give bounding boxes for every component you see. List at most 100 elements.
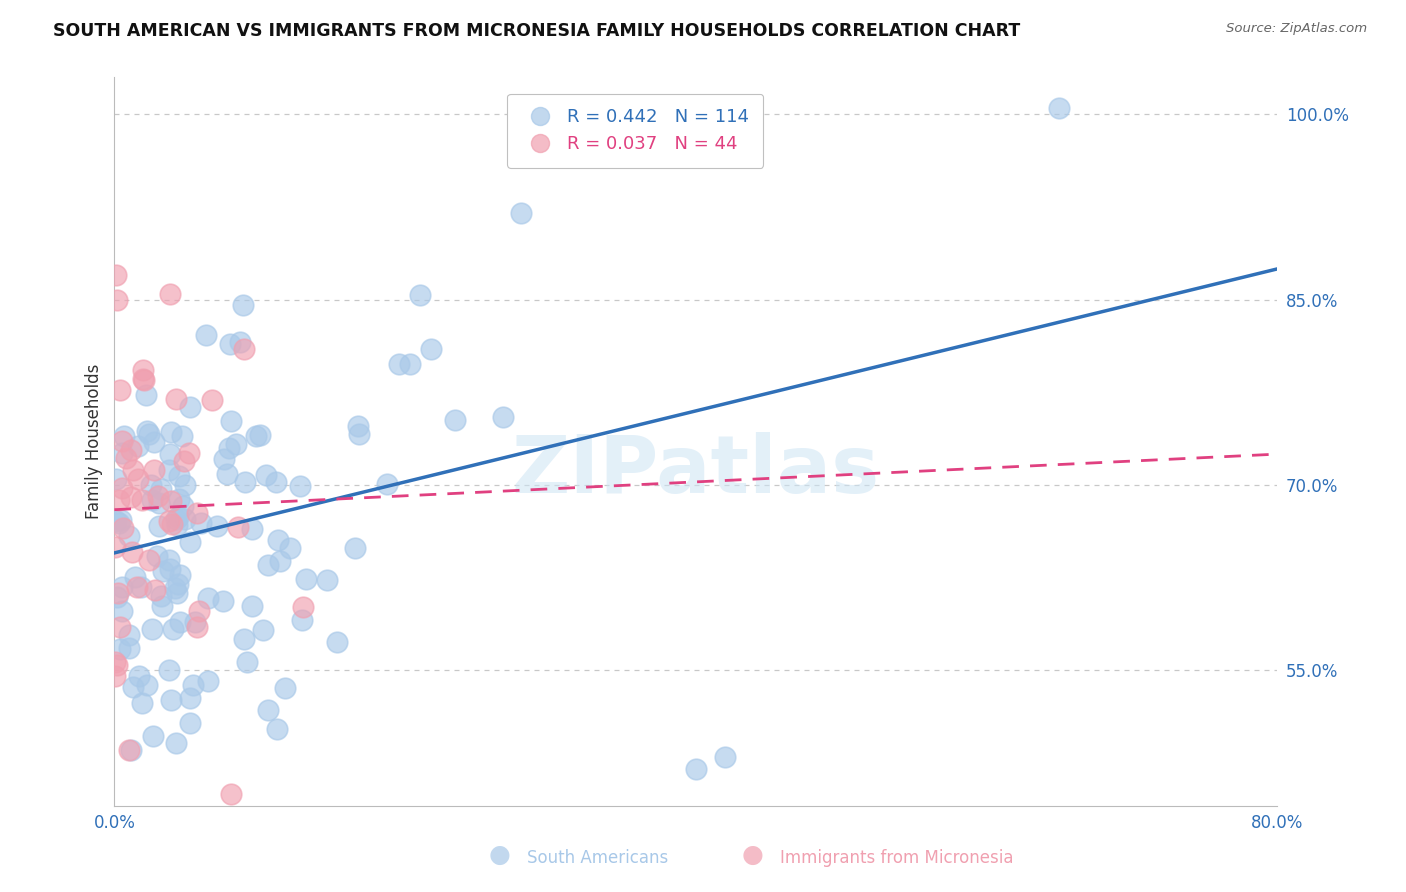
Point <box>166 510 188 524</box>
Point <box>375 477 398 491</box>
Point <box>228 520 250 534</box>
Point <box>184 615 207 629</box>
Point <box>188 603 211 617</box>
Point <box>149 589 172 603</box>
Point <box>120 742 142 756</box>
Point <box>139 478 162 492</box>
Point <box>291 613 314 627</box>
Point <box>267 533 290 547</box>
Y-axis label: Family Households: Family Households <box>86 364 103 519</box>
Point <box>159 447 181 461</box>
Text: ZIPatlas: ZIPatlas <box>512 432 880 510</box>
Point <box>104 656 127 670</box>
Point <box>174 512 197 526</box>
Point <box>108 383 131 397</box>
Point <box>141 623 163 637</box>
Point <box>256 703 278 717</box>
Point <box>398 357 420 371</box>
Point <box>146 489 169 503</box>
Point <box>232 298 254 312</box>
Legend: R = 0.442   N = 114, R = 0.037   N = 44: R = 0.442 N = 114, R = 0.037 N = 44 <box>508 94 763 168</box>
Point <box>179 535 201 549</box>
Point <box>219 337 242 351</box>
Point <box>408 288 430 302</box>
Point <box>169 567 191 582</box>
Text: Source: ZipAtlas.com: Source: ZipAtlas.com <box>1226 22 1367 36</box>
Point <box>138 426 160 441</box>
Point <box>225 436 247 450</box>
Point <box>146 549 169 564</box>
Point <box>121 463 143 477</box>
Point <box>179 400 201 414</box>
Point <box>160 516 183 531</box>
Point <box>115 451 138 466</box>
Point <box>167 492 190 507</box>
Point <box>166 518 188 533</box>
Point <box>142 729 165 743</box>
Point <box>1047 101 1070 115</box>
Point <box>107 516 129 531</box>
Point <box>159 562 181 576</box>
Point <box>120 490 142 504</box>
Point <box>108 642 131 657</box>
Point <box>169 615 191 629</box>
Point <box>254 468 277 483</box>
Point <box>104 514 127 528</box>
Point <box>269 553 291 567</box>
Point <box>112 429 135 443</box>
Point <box>165 736 187 750</box>
Point <box>685 762 707 776</box>
Point <box>104 472 127 486</box>
Point <box>152 564 174 578</box>
Point <box>132 373 155 387</box>
Text: ●: ● <box>741 843 763 867</box>
Point <box>177 446 200 460</box>
Point <box>420 342 443 356</box>
Point <box>347 419 370 434</box>
Point <box>111 604 134 618</box>
Point <box>190 516 212 530</box>
Point <box>143 463 166 477</box>
Point <box>186 506 208 520</box>
Point <box>201 392 224 407</box>
Point <box>112 520 135 534</box>
Point <box>157 553 180 567</box>
Point <box>105 591 128 605</box>
Point <box>197 674 219 689</box>
Point <box>347 426 370 441</box>
Point <box>219 787 242 801</box>
Text: SOUTH AMERICAN VS IMMIGRANTS FROM MICRONESIA FAMILY HOUSEHOLDS CORRELATION CHART: SOUTH AMERICAN VS IMMIGRANTS FROM MICRON… <box>53 22 1021 40</box>
Point <box>128 669 150 683</box>
Point <box>166 392 188 407</box>
Point <box>138 553 160 567</box>
Point <box>118 743 141 757</box>
Point <box>159 493 181 508</box>
Point <box>120 442 142 457</box>
Point <box>257 558 280 572</box>
Point <box>127 439 149 453</box>
Point <box>162 623 184 637</box>
Point <box>236 655 259 669</box>
Point <box>166 577 188 591</box>
Text: South Americans: South Americans <box>527 849 668 867</box>
Point <box>179 715 201 730</box>
Point <box>179 690 201 705</box>
Point <box>111 580 134 594</box>
Point <box>249 427 271 442</box>
Point <box>107 586 129 600</box>
Point <box>172 429 194 443</box>
Point <box>131 697 153 711</box>
Point <box>159 287 181 301</box>
Point <box>169 468 191 483</box>
Point <box>157 663 180 677</box>
Point <box>181 678 204 692</box>
Point <box>150 599 173 613</box>
Point <box>212 594 235 608</box>
Point <box>714 749 737 764</box>
Point <box>218 441 240 455</box>
Point <box>110 513 132 527</box>
Point <box>105 658 128 673</box>
Point <box>186 620 208 634</box>
Point <box>132 372 155 386</box>
Point <box>197 591 219 606</box>
